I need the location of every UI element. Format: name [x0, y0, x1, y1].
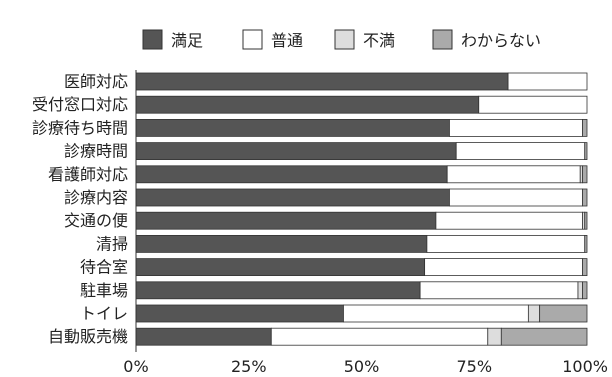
bar-segment-9-1 [419, 281, 579, 300]
bar-segment-8-3 [582, 258, 588, 277]
bar-segment-11-0 [135, 327, 272, 346]
bar-segment-2-3 [582, 119, 588, 137]
x-tick-label-1: 25% [231, 357, 267, 376]
bar-segment-8-1 [424, 258, 583, 277]
legend-swatch-2 [334, 29, 355, 50]
legend: 満足 普通 不満 わからない [142, 29, 541, 50]
bar-segment-11-2 [487, 327, 502, 346]
bar-row-10 [135, 304, 588, 323]
bar-segment-4-1 [446, 165, 581, 184]
bar-segment-2-1 [449, 119, 583, 137]
category-labels: 医師対応受付窓口対応診療待ち時間診療時間看護師対応診療内容交通の便清掃待合室駐車… [32, 72, 128, 346]
bar-row-4 [135, 165, 588, 184]
bar-segment-3-1 [455, 142, 586, 161]
category-label-10: トイレ [80, 304, 128, 323]
legend-label-2: 不満 [363, 31, 395, 50]
bar-segment-0-0 [135, 72, 509, 91]
bar-segment-1-0 [135, 95, 480, 114]
legend-swatch-3 [432, 29, 453, 50]
category-label-1: 受付窓口対応 [32, 95, 128, 114]
bar-segment-1-1 [478, 95, 588, 114]
bar-segment-2-0 [135, 119, 450, 137]
bar-segment-11-3 [500, 327, 588, 346]
bar-row-5 [135, 188, 588, 207]
bar-segment-7-1 [426, 234, 586, 253]
category-label-0: 医師対応 [64, 72, 128, 91]
category-label-3: 診療時間 [64, 142, 128, 161]
category-label-9: 駐車場 [80, 281, 128, 300]
bar-row-1 [135, 95, 588, 114]
bar-segment-4-0 [135, 165, 448, 184]
legend-label-1: 普通 [271, 31, 303, 50]
bar-row-11 [135, 327, 588, 346]
bar-segment-10-3 [539, 304, 588, 323]
bar-segment-9-2 [577, 281, 583, 300]
bar-segment-3-3 [584, 142, 588, 161]
bar-segment-0-1 [507, 72, 588, 91]
bar-segment-10-0 [135, 304, 344, 323]
x-tick-label-3: 75% [456, 357, 492, 376]
bar-segment-5-3 [582, 188, 588, 207]
x-tick-label-0: 0% [123, 357, 148, 376]
bar-segment-7-3 [584, 234, 588, 253]
bar-segment-11-1 [270, 327, 489, 346]
bar-row-7 [135, 234, 588, 253]
category-label-4: 看護師対応 [48, 165, 128, 184]
legend-label-0: 満足 [171, 31, 203, 50]
x-tick-label-2: 50% [344, 357, 380, 376]
bar-segment-3-0 [135, 142, 457, 161]
legend-swatch-1 [242, 29, 263, 50]
bar-segment-6-0 [135, 211, 437, 230]
category-label-7: 清掃 [96, 234, 128, 253]
bars [135, 70, 588, 352]
bar-segment-7-0 [135, 234, 428, 253]
bar-segment-10-2 [527, 304, 541, 323]
bar-row-2 [135, 119, 588, 137]
bar-segment-9-3 [582, 281, 588, 300]
category-label-11: 自動販売機 [48, 327, 128, 346]
bar-row-6 [135, 211, 588, 230]
x-axis-tick-labels: 0% 25% 50% 75% 100% [123, 357, 608, 376]
bar-row-9 [135, 281, 588, 300]
bar-row-0 [135, 72, 588, 91]
bar-segment-5-0 [135, 188, 450, 207]
category-label-5: 診療内容 [64, 188, 128, 207]
bar-segment-9-0 [135, 281, 421, 300]
bar-segment-6-1 [435, 211, 583, 230]
x-tick-label-4: 100% [562, 357, 608, 376]
legend-swatch-0 [142, 29, 163, 50]
category-label-2: 診療待ち時間 [32, 118, 128, 137]
category-label-6: 交通の便 [64, 211, 128, 230]
bar-segment-5-1 [449, 188, 583, 207]
bar-segment-8-0 [135, 258, 426, 277]
bar-segment-6-3 [584, 211, 588, 230]
bar-row-3 [135, 142, 588, 161]
category-label-8: 待合室 [80, 258, 128, 277]
bar-segment-4-3 [582, 165, 588, 184]
bar-segment-10-1 [343, 304, 529, 323]
bar-row-8 [135, 258, 588, 277]
legend-label-3: わからない [461, 31, 541, 50]
